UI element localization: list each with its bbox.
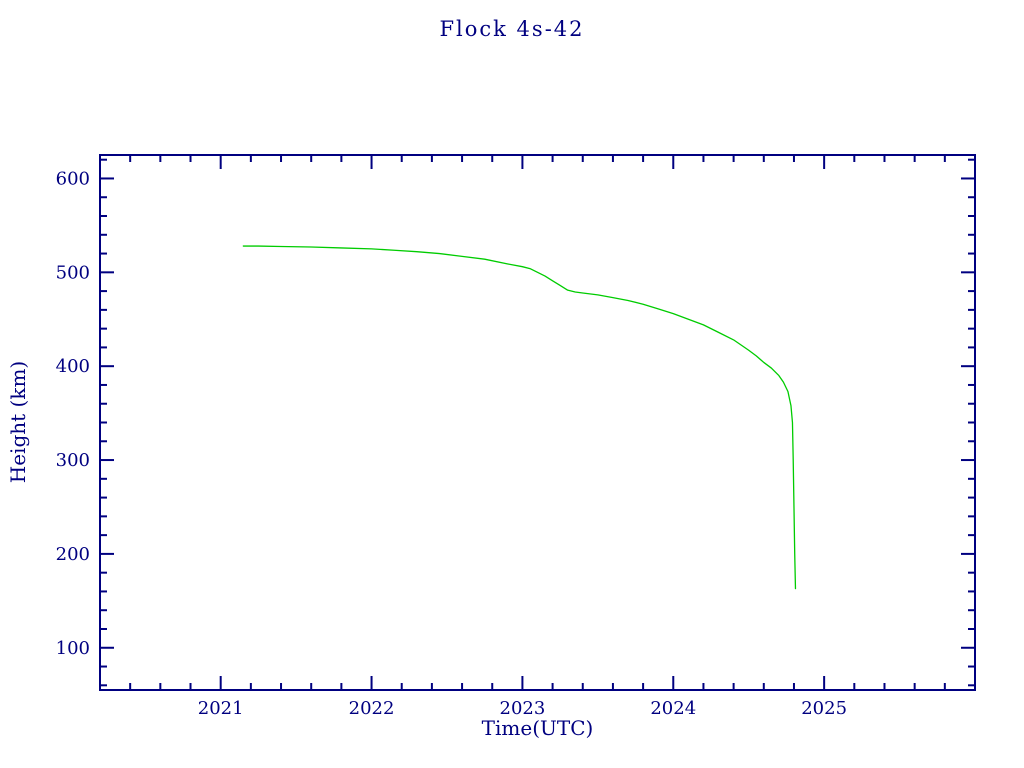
y-tick-label: 600 bbox=[56, 168, 90, 189]
y-tick-label: 300 bbox=[56, 450, 90, 471]
axis-frame bbox=[99, 154, 976, 691]
y-tick-label: 500 bbox=[56, 262, 90, 283]
x-tick-label: 2022 bbox=[349, 698, 395, 719]
chart-title: Flock 4s-42 bbox=[439, 17, 585, 41]
y-axis-label: Height (km) bbox=[6, 360, 30, 484]
x-tick-label: 2021 bbox=[198, 698, 244, 719]
height-series-line bbox=[242, 245, 797, 590]
y-tick-label: 100 bbox=[56, 638, 90, 659]
x-tick-label: 2024 bbox=[650, 698, 696, 719]
x-tick-label: 2023 bbox=[500, 698, 546, 719]
y-tick-label: 200 bbox=[56, 544, 90, 565]
x-tick-label: 2025 bbox=[801, 698, 847, 719]
x-axis-label: Time(UTC) bbox=[481, 716, 594, 740]
y-tick-label: 400 bbox=[56, 356, 90, 377]
